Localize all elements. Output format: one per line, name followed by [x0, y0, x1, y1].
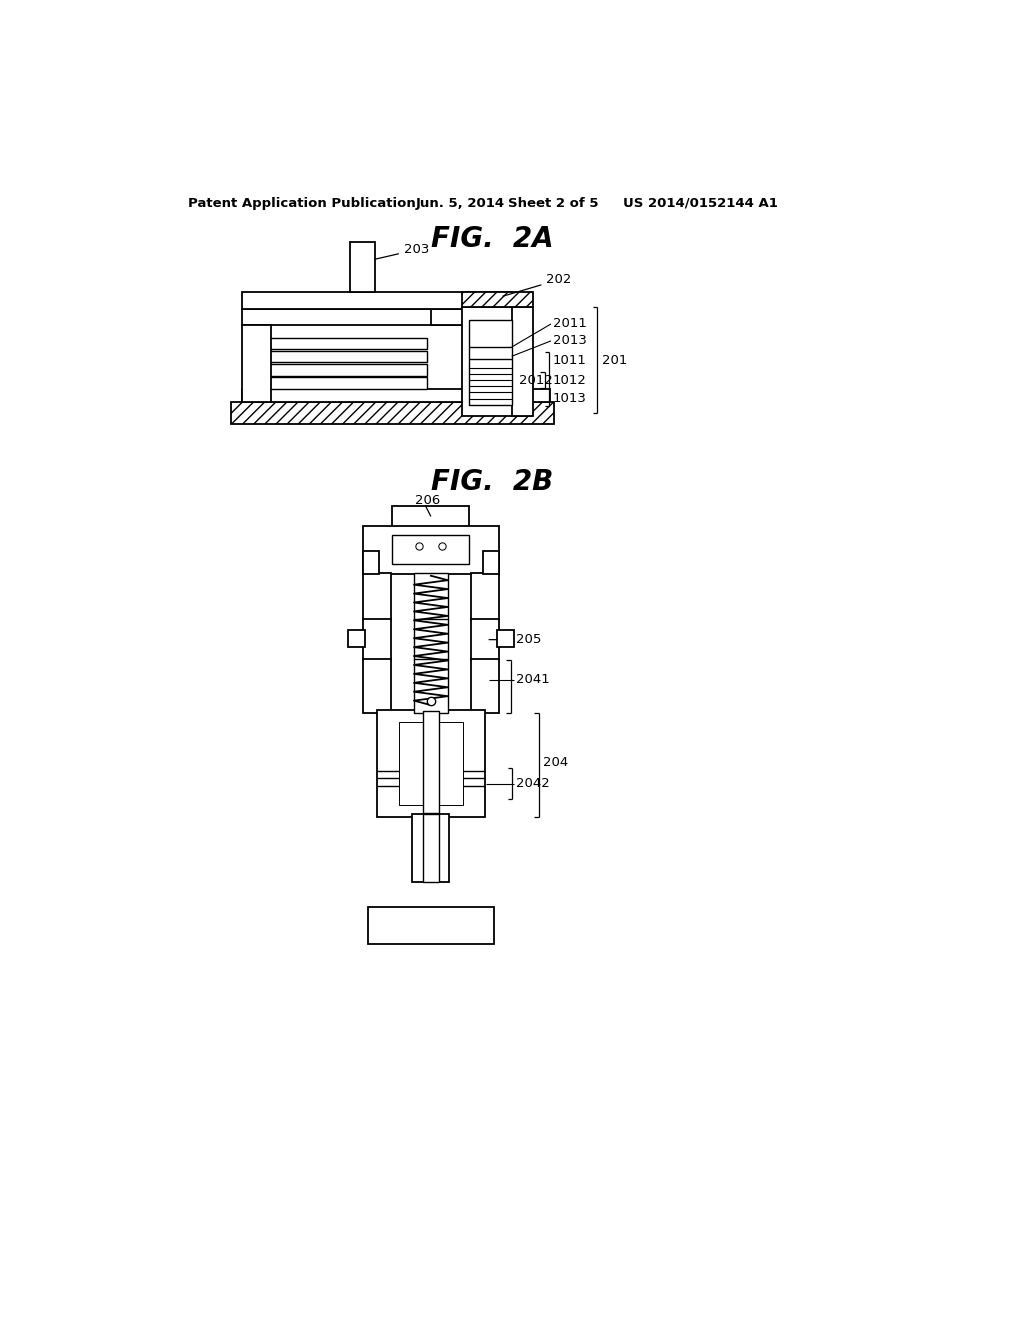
Bar: [471, 659, 499, 713]
Bar: [250, 364, 427, 376]
Bar: [230, 403, 554, 424]
Bar: [364, 619, 391, 660]
Bar: [483, 552, 499, 574]
Bar: [398, 722, 463, 805]
Text: 2011: 2011: [553, 317, 587, 330]
Bar: [414, 573, 447, 620]
Text: FIG.  2B: FIG. 2B: [431, 467, 553, 496]
Text: 1013: 1013: [553, 392, 587, 405]
Bar: [463, 309, 528, 414]
Text: 203: 203: [365, 243, 429, 261]
Text: 205: 205: [489, 634, 541, 647]
Bar: [377, 710, 484, 817]
Polygon shape: [431, 309, 477, 326]
Text: 2013: 2013: [553, 334, 587, 347]
Bar: [364, 659, 391, 713]
Bar: [414, 619, 447, 660]
Text: Jun. 5, 2014: Jun. 5, 2014: [416, 197, 505, 210]
Bar: [392, 535, 469, 564]
Bar: [243, 326, 271, 403]
Text: 202: 202: [503, 273, 571, 296]
Bar: [350, 242, 375, 292]
Text: 206: 206: [416, 494, 440, 507]
Bar: [364, 573, 391, 620]
Bar: [462, 292, 534, 308]
Text: 2041: 2041: [515, 673, 549, 686]
Bar: [462, 308, 531, 416]
Text: 1012: 1012: [553, 374, 587, 387]
Text: US 2014/0152144 A1: US 2014/0152144 A1: [624, 197, 778, 210]
Text: FIG.  2A: FIG. 2A: [431, 226, 554, 253]
Bar: [368, 907, 494, 944]
Bar: [364, 552, 379, 574]
Text: 201: 201: [602, 354, 627, 367]
Text: 2012: 2012: [519, 374, 553, 387]
Bar: [414, 659, 447, 713]
Bar: [413, 814, 450, 882]
Bar: [423, 814, 438, 882]
Bar: [469, 321, 512, 405]
Bar: [471, 573, 499, 620]
Bar: [364, 527, 499, 574]
Bar: [471, 619, 499, 660]
Text: 1011: 1011: [553, 354, 587, 367]
Text: 2042: 2042: [515, 777, 549, 791]
Bar: [250, 351, 427, 363]
Bar: [250, 378, 427, 388]
Bar: [512, 308, 534, 416]
Text: 204: 204: [543, 756, 567, 770]
Bar: [243, 309, 512, 326]
Bar: [497, 631, 514, 647]
Text: Sheet 2 of 5: Sheet 2 of 5: [508, 197, 598, 210]
Bar: [423, 711, 438, 813]
Bar: [243, 388, 550, 403]
Text: Patent Application Publication: Patent Application Publication: [188, 197, 416, 210]
Bar: [348, 631, 365, 647]
Bar: [250, 338, 427, 350]
Bar: [243, 292, 512, 309]
Bar: [392, 507, 469, 528]
